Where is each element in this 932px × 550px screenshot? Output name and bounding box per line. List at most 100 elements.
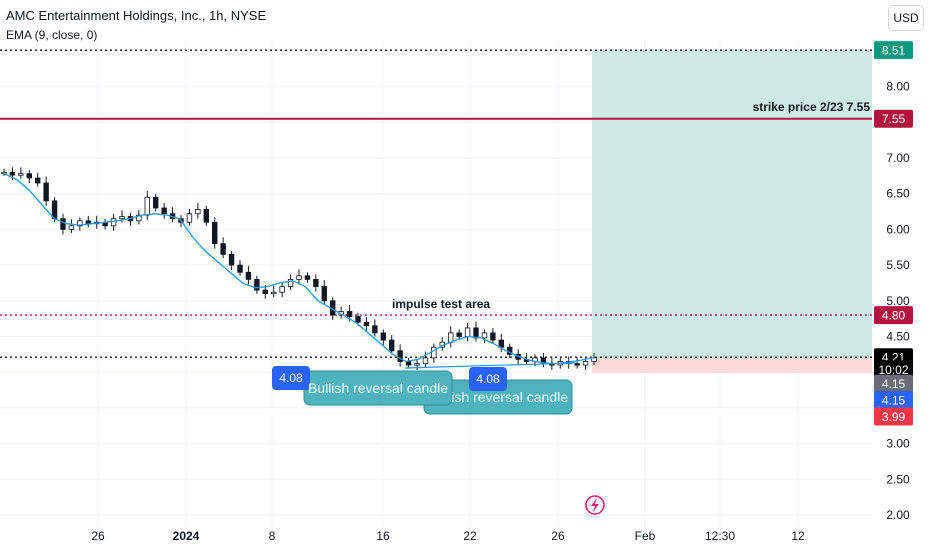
candle-body <box>245 271 252 280</box>
candle-body <box>186 213 193 223</box>
price-tag-label: 4.80 <box>882 309 906 323</box>
callouts: 4.08 Bullish reversal candle 4.08 Bullish r… <box>272 362 576 415</box>
price-tag <box>874 391 913 410</box>
candle-body <box>422 357 429 365</box>
candle-body <box>431 346 437 359</box>
candle-body <box>212 221 218 245</box>
candle-body <box>60 218 66 230</box>
y-tick-label: 5.50 <box>886 258 910 272</box>
y-tick-label: 5.00 <box>886 294 910 308</box>
candle-body <box>18 173 24 176</box>
candle-body <box>136 214 142 222</box>
price-tag-label: 4.15 <box>882 377 906 391</box>
x-tick-label: 26 <box>91 529 105 543</box>
callout-value: 4.08 <box>476 372 500 386</box>
candle-body <box>43 182 49 202</box>
candle-body <box>389 339 395 352</box>
price-tag <box>874 407 913 426</box>
candle-body <box>456 332 462 337</box>
candle-body <box>110 218 117 227</box>
price-tag-label: 10:02 <box>878 363 908 377</box>
y-tick-label: 4.50 <box>886 330 910 344</box>
candles <box>1 167 597 371</box>
impulse-test-label: impulse test area <box>392 297 490 311</box>
candle-body <box>68 225 75 230</box>
candle-body <box>85 220 91 225</box>
candle-body <box>228 253 235 266</box>
candle-body <box>153 196 159 209</box>
callout-text: Bullish reversal candle <box>428 389 568 405</box>
currency-button[interactable]: USD <box>888 5 924 31</box>
candle-body <box>574 363 580 366</box>
price-tag <box>874 41 913 60</box>
y-tick-label: 3.00 <box>886 437 910 451</box>
lightning-icon[interactable] <box>585 495 605 515</box>
x-tick-label: 2024 <box>173 529 200 543</box>
candle-body <box>490 332 496 341</box>
candle-body <box>372 325 378 334</box>
x-tick-label: 12:30 <box>705 529 735 543</box>
candle-body <box>582 361 589 366</box>
candle-body <box>380 332 386 341</box>
callout-value-box <box>469 367 507 391</box>
y-tick-label: 8.00 <box>886 80 910 94</box>
price-tag <box>874 109 913 128</box>
time-axis: 26 2024 8 16 22 26 Feb 12:30 12 <box>91 529 805 543</box>
price-tag-label: 7.55 <box>882 112 906 126</box>
candle-body <box>35 177 41 184</box>
candle-body <box>26 173 32 179</box>
y-tick-label: 2.50 <box>886 472 910 486</box>
price-tag <box>874 306 913 325</box>
candle-body <box>481 332 488 339</box>
x-tick-label: 16 <box>376 529 390 543</box>
candle-body <box>296 275 302 280</box>
candle-body <box>355 316 361 323</box>
candle-body <box>271 291 277 295</box>
candle-body <box>313 278 319 287</box>
callout-connector <box>404 362 576 369</box>
strike-price-label: strike price 2/23 7.55 <box>753 100 871 114</box>
price-axis: 2.002.503.003.504.004.505.005.506.006.50… <box>886 80 910 522</box>
target-zone <box>592 50 872 358</box>
candle-body <box>51 200 58 220</box>
candle-body <box>473 327 479 339</box>
callout-value-box <box>272 366 310 390</box>
indicator-label: EMA (9, close, 0) <box>6 28 98 42</box>
candle-body <box>119 216 125 220</box>
ema-line <box>3 173 595 365</box>
candle-body <box>448 332 454 343</box>
candle-body <box>346 311 353 317</box>
x-tick-label: 8 <box>269 529 276 543</box>
candle-body <box>262 289 268 295</box>
candle-body <box>363 321 370 327</box>
y-tick-label: 6.00 <box>886 222 910 236</box>
candle-body <box>397 350 403 362</box>
candle-body <box>405 361 412 366</box>
price-tag <box>874 360 913 379</box>
x-tick-label: 12 <box>791 529 805 543</box>
candle-body <box>498 339 504 348</box>
x-tick-label: 22 <box>463 529 477 543</box>
candle-body <box>254 278 260 291</box>
candle-body <box>203 209 209 223</box>
stop-zone <box>592 357 872 373</box>
chart-title: AMC Entertainment Holdings, Inc., 1h, NY… <box>6 8 267 23</box>
price-tag-label: 8.51 <box>882 44 906 58</box>
candle-body <box>414 363 420 366</box>
price-tag <box>874 374 913 393</box>
candle-body <box>195 209 201 215</box>
price-tag-label: 3.99 <box>882 410 906 424</box>
candle-body <box>220 243 226 255</box>
candle-body <box>161 207 167 215</box>
x-tick-label: Feb <box>635 529 656 543</box>
x-tick-label: 26 <box>551 529 565 543</box>
candle-body <box>304 275 311 280</box>
price-tag-label: 4.15 <box>882 394 906 408</box>
callout-value: 4.08 <box>279 371 303 385</box>
candle-body <box>279 286 285 293</box>
callout-text: Bullish reversal candle <box>308 380 448 396</box>
candle-body <box>591 357 597 362</box>
candle-body <box>287 278 294 287</box>
